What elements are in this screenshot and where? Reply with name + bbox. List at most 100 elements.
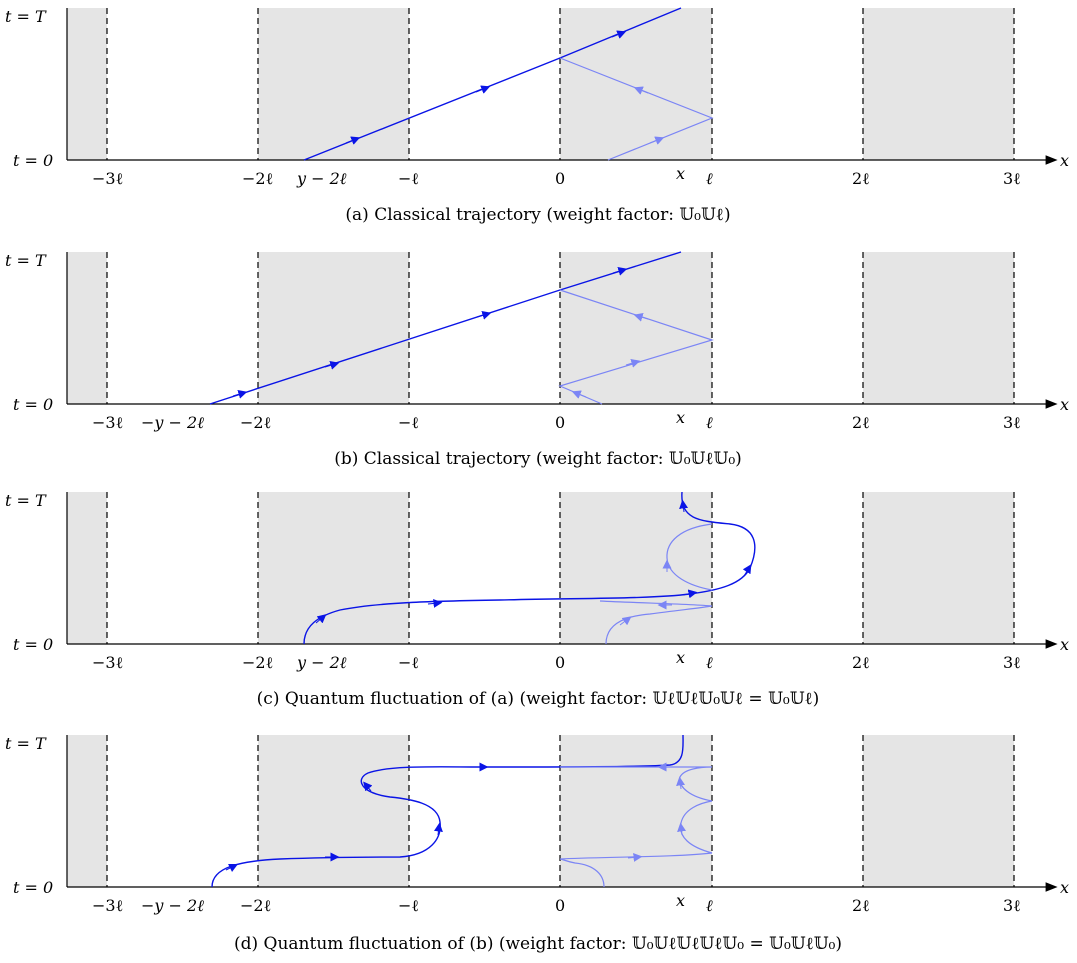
arrow-marker (363, 781, 373, 792)
tick-label: 3ℓ (1003, 169, 1021, 188)
arrow-marker (627, 852, 643, 862)
arrow-marker (427, 598, 443, 608)
tick-label: 3ℓ (1003, 896, 1021, 915)
reflected-trajectory (559, 57, 714, 161)
shaded-strip (560, 492, 712, 644)
arrow-marker (682, 589, 698, 599)
arrow-marker (232, 389, 248, 399)
tick-label: −3ℓ (92, 896, 124, 915)
arrow-marker (679, 499, 689, 513)
shaded-strip (863, 492, 1014, 644)
shaded-strip (863, 252, 1014, 404)
shaded-strip (258, 8, 409, 160)
arrow-marker (676, 776, 686, 790)
tick-label: −3ℓ (92, 413, 124, 432)
tick-label: −ℓ (398, 896, 419, 915)
arrow-marker (324, 360, 340, 370)
arrow-marker (571, 390, 587, 399)
panel-caption: (d) Quantum fluctuation of (b) (weight f… (234, 934, 842, 954)
tick-label: 2ℓ (852, 653, 870, 672)
time-top-label: t = T (5, 734, 47, 753)
arrow-marker (649, 136, 665, 145)
arrow-marker (475, 85, 491, 94)
tick-label: y − 2ℓ (296, 653, 347, 672)
tick-label: 3ℓ (1003, 413, 1021, 432)
reflected-trajectory (599, 600, 713, 645)
tick-label: ℓ (706, 653, 713, 672)
shaded-strip (67, 492, 107, 644)
tick-label: y − 2ℓ (296, 169, 347, 188)
tick-label: 3ℓ (1003, 653, 1021, 672)
time-bottom-label: t = 0 (13, 151, 53, 170)
arrow-marker (619, 616, 632, 626)
x-axis-label: x (1060, 395, 1069, 414)
time-top-label: t = T (5, 7, 47, 26)
tick-label: ℓ (706, 169, 713, 188)
tick-label: −2ℓ (240, 896, 272, 915)
arrow-marker (345, 136, 361, 145)
tick-label: −ℓ (398, 653, 419, 672)
arrow-marker (742, 564, 752, 577)
x-axis-label: x (1060, 878, 1069, 897)
shaded-strip (863, 735, 1014, 887)
panel-b: t = T t = 0 x −3ℓ −y − 2ℓ −2ℓ −ℓ 0 x ℓ 2… (5, 251, 1069, 469)
panel-caption: (c) Quantum fluctuation of (a) (weight f… (257, 689, 820, 709)
tick-label: x (676, 891, 685, 910)
arrow-marker (633, 86, 649, 95)
arrow-marker (315, 614, 327, 624)
tick-label: −ℓ (398, 413, 419, 432)
arrow-marker (612, 266, 628, 276)
tick-label: −2ℓ (242, 653, 274, 672)
shaded-strip (67, 252, 107, 404)
shaded-strip (560, 252, 712, 404)
arrow-marker (625, 358, 641, 368)
tick-label: x (676, 408, 685, 427)
x-axis-label: x (1060, 151, 1069, 170)
arrow-marker (433, 822, 443, 836)
tick-label: ℓ (706, 896, 713, 915)
arrow-marker (225, 863, 239, 873)
tick-label: −3ℓ (92, 169, 124, 188)
shaded-strip (258, 252, 409, 404)
tick-label: 0 (555, 653, 565, 672)
time-bottom-label: t = 0 (13, 635, 53, 654)
reflected-trajectory (666, 523, 713, 591)
arrow-marker (633, 312, 649, 322)
shaded-strip (863, 8, 1014, 160)
time-bottom-label: t = 0 (13, 878, 53, 897)
panel-caption: (b) Classical trajectory (weight factor:… (334, 449, 742, 469)
tick-label: ℓ (706, 413, 713, 432)
tick-label: x (676, 648, 685, 667)
time-bottom-label: t = 0 (13, 395, 53, 414)
shaded-strip (560, 8, 712, 160)
tick-label: 0 (555, 169, 565, 188)
tick-label: 2ℓ (852, 896, 870, 915)
tick-label: −ℓ (398, 169, 419, 188)
arrow-marker (476, 310, 492, 320)
arrow-marker (677, 822, 687, 836)
tick-label: 0 (555, 413, 565, 432)
shaded-strip (67, 735, 107, 887)
x-axis-label: x (1060, 635, 1069, 654)
tick-label: −2ℓ (242, 169, 274, 188)
panel-c: t = T t = 0 x −3ℓ −2ℓ y − 2ℓ −ℓ 0 x ℓ 2ℓ… (5, 491, 1069, 709)
panel-a: t = T t = 0 x −3ℓ −2ℓ y − 2ℓ −ℓ 0 x ℓ 2ℓ… (5, 7, 1069, 225)
panel-caption: (a) Classical trajectory (weight factor:… (345, 205, 730, 225)
tick-label: −y − 2ℓ (141, 896, 204, 915)
tick-label: 2ℓ (852, 413, 870, 432)
tick-label: −3ℓ (92, 653, 124, 672)
panel-d: t = T t = 0 x −3ℓ −y − 2ℓ −2ℓ −ℓ 0 x ℓ 2… (5, 734, 1069, 954)
time-top-label: t = T (5, 251, 47, 270)
shaded-strip (258, 492, 409, 644)
shaded-strip (258, 735, 409, 887)
tick-label: 0 (555, 896, 565, 915)
tick-label: x (676, 164, 685, 183)
main-trajectory (303, 491, 756, 645)
shaded-strip (67, 8, 107, 160)
tick-label: 2ℓ (852, 169, 870, 188)
tick-label: −y − 2ℓ (141, 413, 204, 432)
arrow-marker (611, 30, 627, 39)
tick-label: −2ℓ (240, 413, 272, 432)
time-top-label: t = T (5, 491, 47, 510)
